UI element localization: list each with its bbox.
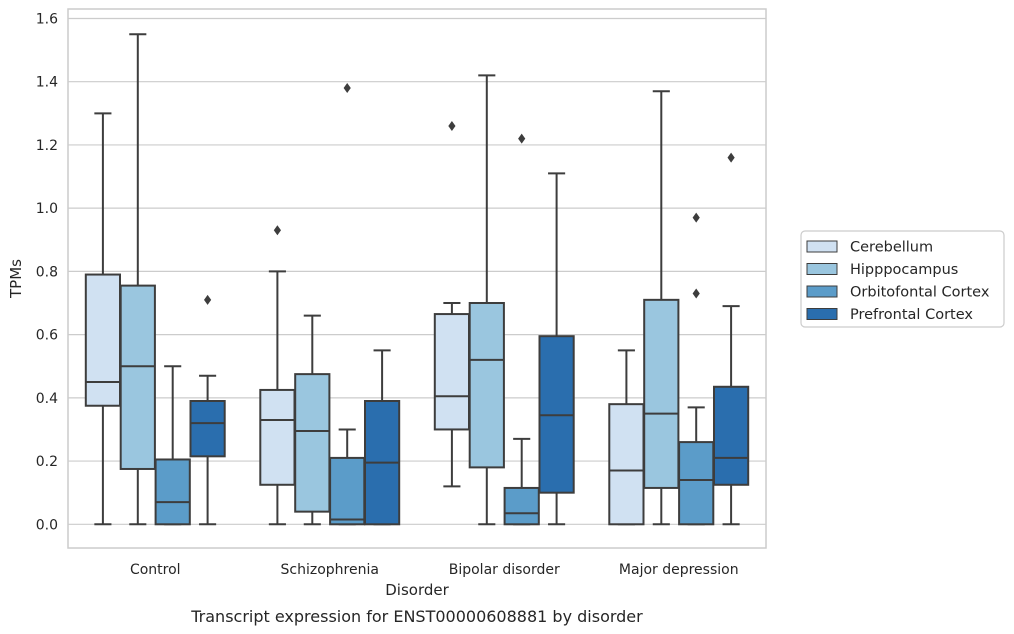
x-tick-label: Major depression (619, 562, 739, 578)
box-iqr (119, 284, 156, 470)
box-3-0 (608, 349, 645, 526)
box-2-2 (503, 133, 540, 526)
outlier-point (727, 152, 735, 163)
box-3-2 (678, 212, 715, 526)
legend-label: Orbitofontal Cortex (850, 285, 990, 301)
legend-label: Cerebellum (850, 240, 933, 256)
x-tick-label: Control (130, 562, 181, 578)
box-2-1 (468, 74, 505, 526)
y-tick-label: 1.0 (36, 201, 58, 217)
box-iqr (294, 373, 331, 513)
box-0-3 (189, 294, 226, 526)
box-iqr (433, 313, 471, 431)
x-axis-ticks: Control Schizophrenia Bipolar disorder Majo… (130, 562, 739, 578)
y-tick-label: 1.4 (36, 75, 58, 91)
y-tick-label: 0.4 (36, 391, 58, 407)
box-0-0 (84, 112, 122, 526)
legend-box (800, 230, 1005, 328)
legend-label: Prefrontal Cortex (850, 307, 973, 323)
y-tick-label: 1.2 (36, 138, 58, 154)
y-tick-label: 0.2 (36, 454, 58, 470)
box-iqr (154, 458, 191, 526)
plot-frame (67, 8, 767, 549)
y-tick-label: 0.6 (36, 328, 58, 344)
legend-swatch (806, 263, 838, 275)
outlier-point (273, 225, 281, 236)
x-axis-label: Disorder (385, 581, 449, 599)
y-tick-label: 0.8 (36, 264, 58, 280)
legend-swatch (806, 240, 838, 253)
box-iqr (468, 302, 505, 469)
outlier-point (692, 288, 700, 299)
box-0-2 (154, 365, 191, 526)
box-iqr (329, 456, 366, 526)
box-iqr (712, 385, 750, 486)
box-2-3 (538, 172, 575, 526)
x-tick-label: Schizophrenia (281, 562, 379, 578)
box-1-3 (363, 349, 401, 526)
box-iqr (259, 388, 296, 486)
box-3-1 (643, 90, 680, 526)
box-1-1 (294, 314, 331, 526)
box-2-0 (433, 120, 471, 488)
chart-caption: Transcript expression for ENST0000060888… (190, 607, 643, 626)
y-tick-label: 1.6 (36, 11, 58, 27)
y-tick-label: 0.0 (36, 517, 58, 533)
box-1-2 (329, 83, 366, 526)
box-iqr (503, 486, 540, 526)
y-axis-ticks: 0.0 0.2 0.4 0.6 0.8 1.0 1.2 1.4 1.6 (36, 11, 58, 533)
box-iqr (678, 441, 715, 526)
legend-swatch (806, 308, 838, 320)
outlier-point (692, 212, 700, 223)
legend: Cerebellum Hipppocampus Orbitofontal Corte… (800, 230, 1005, 328)
legend-swatch (806, 285, 838, 298)
outlier-point (343, 83, 351, 94)
box-3-3 (712, 152, 750, 526)
box-iqr (643, 298, 680, 489)
box-series (84, 33, 750, 526)
legend-label: Hipppocampus (850, 262, 958, 278)
outlier-point (204, 294, 212, 305)
outlier-point (448, 120, 456, 131)
y-axis-label: TPMs (7, 259, 25, 299)
box-1-0 (259, 225, 296, 526)
box-0-1 (119, 33, 156, 526)
outlier-point (518, 133, 526, 144)
box-iqr (189, 400, 226, 458)
box-iqr (608, 403, 645, 526)
box-iqr (84, 273, 122, 407)
x-tick-label: Bipolar disorder (449, 562, 560, 578)
